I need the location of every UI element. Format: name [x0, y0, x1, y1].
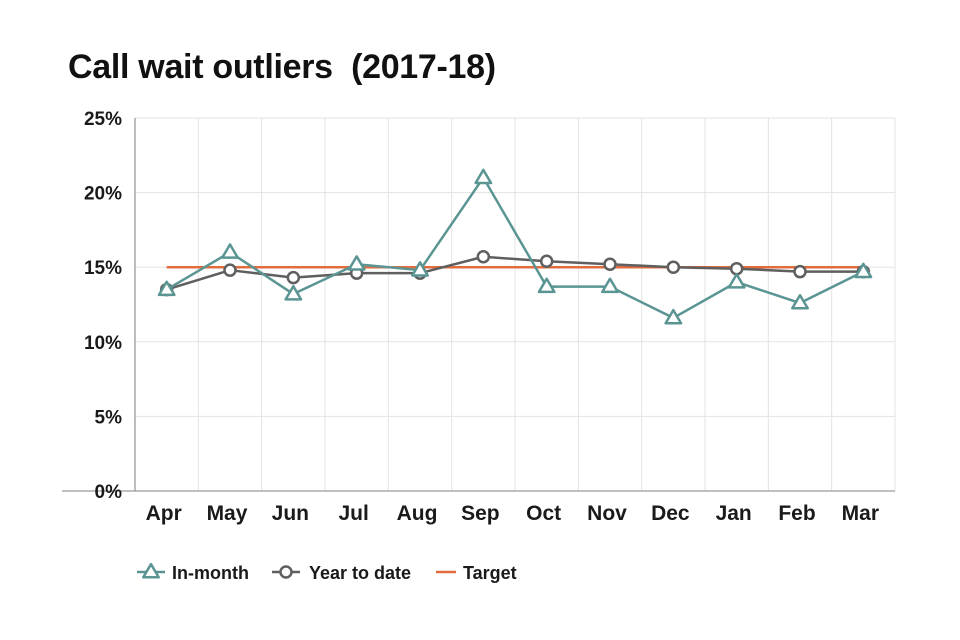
point-in-month-may [221, 243, 239, 259]
series-in-month [157, 168, 873, 325]
point-in-month-sep [474, 168, 493, 185]
point-in-month-jan [727, 273, 746, 289]
point-year-to-date-jan [729, 261, 744, 276]
y-tick-label-5: 5% [95, 407, 123, 428]
x-tick-label-jun: Jun [272, 502, 309, 525]
x-tick-label-jan: Jan [716, 502, 752, 525]
x-tick-label-jul: Jul [338, 502, 368, 525]
x-tick-label-dec: Dec [651, 502, 690, 525]
point-in-month-mar [854, 262, 873, 279]
point-in-month-aug [411, 261, 429, 277]
legend-label-in-month: In-month [172, 563, 249, 583]
axes [62, 118, 895, 492]
grid-lines [135, 117, 896, 491]
point-in-month-jun [284, 284, 303, 301]
legend-marker-in-month [142, 562, 160, 579]
point-year-to-date-oct [539, 254, 554, 268]
y-tick-label-25: 25% [84, 109, 122, 130]
legend-item-in-month: In-month [137, 562, 249, 583]
point-in-month-nov [601, 277, 619, 294]
x-axis-tick-labels: Apr May Jun Jul Aug Sep Oct Nov Dec Jan Feb Mar [146, 502, 879, 525]
point-year-to-date-jun [286, 270, 301, 285]
x-tick-label-nov: Nov [587, 502, 627, 525]
chart-title: Call wait outliers (2017-18) [68, 48, 496, 86]
point-year-to-date-dec [666, 260, 681, 274]
point-year-to-date-nov [603, 257, 617, 271]
y-tick-label-10: 10% [84, 333, 122, 354]
x-tick-label-sep: Sep [461, 502, 500, 525]
point-year-to-date-may [223, 263, 237, 277]
legend-label-target: Target [463, 563, 517, 583]
x-tick-label-feb: Feb [778, 502, 815, 525]
point-in-month-oct [537, 277, 556, 294]
x-tick-label-may: May [207, 502, 248, 525]
series-line-year-to-date [166, 255, 864, 291]
legend-item-year-to-date: Year to date [272, 563, 411, 583]
series-line-in-month [166, 176, 864, 320]
y-tick-label-0: 0% [95, 482, 123, 503]
point-year-to-date-feb [793, 264, 807, 279]
legend-label-year-to-date: Year to date [309, 563, 411, 583]
point-in-month-feb [791, 293, 809, 310]
data-series [157, 168, 873, 325]
x-tick-label-oct: Oct [526, 502, 561, 525]
y-tick-label-15: 15% [84, 258, 122, 279]
point-in-month-dec [664, 308, 683, 325]
point-in-month-apr [157, 280, 176, 297]
x-tick-label-mar: Mar [842, 502, 879, 525]
legend-marker-year-to-date [279, 565, 293, 579]
y-axis-tick-labels: 0% 5% 10% 15% 20% 25% [84, 109, 122, 503]
legend: In-month Year to date Target [137, 562, 517, 583]
point-in-month-jul [347, 255, 366, 271]
legend-item-target: Target [436, 563, 517, 583]
y-tick-label-20: 20% [84, 184, 122, 205]
x-tick-label-apr: Apr [146, 502, 182, 525]
x-tick-label-aug: Aug [397, 502, 438, 525]
point-year-to-date-sep [476, 250, 491, 264]
